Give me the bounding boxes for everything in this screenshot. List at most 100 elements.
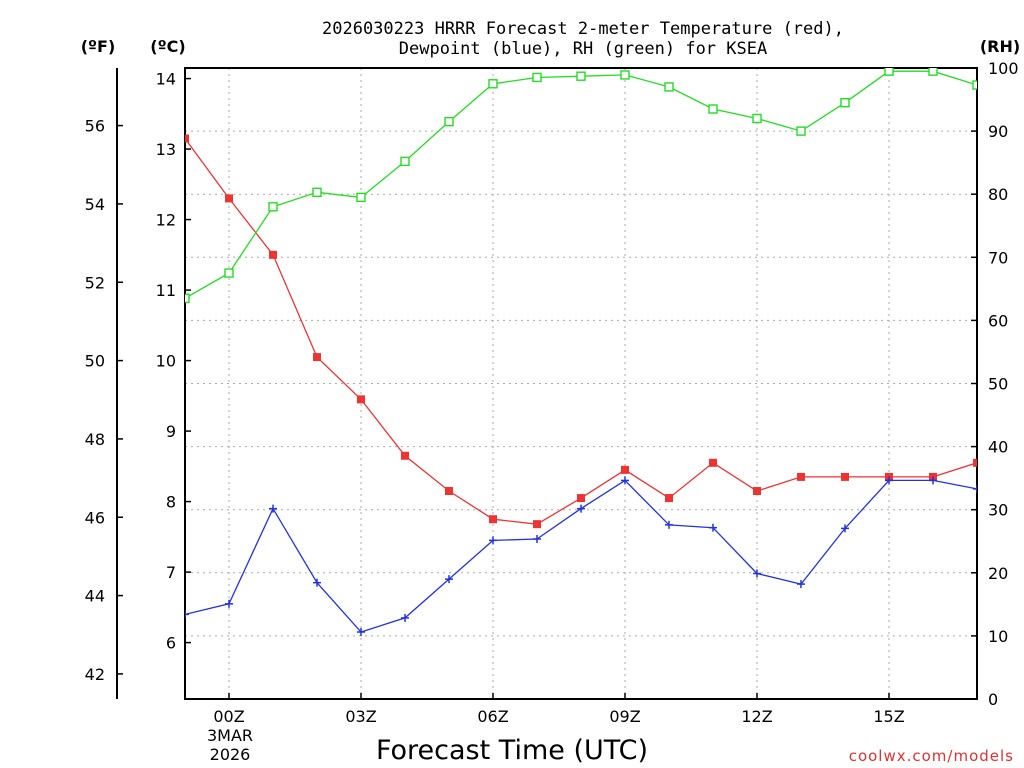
axis-ticks: 00Z 03Z 06Z 09Z 12Z 15Z 0 10 20 30 40 50 60 70 80 90 100… — [85, 59, 1019, 726]
rh-point — [620, 70, 630, 80]
dewpoint-point — [753, 569, 761, 578]
rh-line — [185, 70, 977, 299]
temperature-point — [269, 250, 277, 259]
rh-point — [708, 104, 718, 114]
dewpoint-point — [797, 580, 805, 589]
temperature-point — [357, 395, 365, 404]
fahrenheit-unit-label: (ºF) — [81, 37, 116, 56]
date-label-line-1: 3MAR — [207, 726, 253, 745]
rh-tick-label: 50 — [988, 375, 1008, 394]
rh-point — [928, 68, 938, 76]
x-tick-label: 03Z — [345, 707, 376, 726]
rh-point — [356, 192, 366, 203]
dewpoint-point — [445, 575, 453, 584]
temperature-point — [313, 353, 321, 362]
temperature-point — [753, 487, 761, 496]
temperature-point — [621, 465, 629, 474]
celsius-tick-label: 10 — [156, 352, 176, 371]
rh-point — [752, 113, 762, 124]
series — [185, 68, 977, 637]
dewpoint-point — [577, 504, 585, 513]
rh-point — [444, 116, 454, 127]
fahrenheit-tick-label: 56 — [85, 117, 105, 136]
rh-point — [576, 71, 586, 81]
x-tick-label: 00Z — [213, 707, 244, 726]
dewpoint-point — [841, 524, 849, 533]
chart-title-line-1: 2026030223 HRRR Forecast 2-meter Tempera… — [322, 19, 844, 39]
dewpoint-point — [885, 476, 893, 485]
rh-tick-label: 70 — [988, 248, 1008, 267]
temperature-point — [709, 458, 717, 467]
rh-point — [312, 187, 322, 198]
rh-tick-label: 80 — [988, 185, 1008, 204]
x-tick-label: 15Z — [873, 707, 904, 726]
dewpoint-point — [665, 520, 673, 529]
dewpoint-point — [401, 613, 409, 622]
dewpoint-point — [185, 610, 189, 619]
celsius-tick-label: 13 — [156, 140, 176, 159]
rh-tick-label: 20 — [988, 564, 1008, 583]
x-tick-label: 06Z — [477, 707, 508, 726]
rh-point — [268, 202, 278, 212]
dewpoint-point — [313, 578, 321, 587]
dewpoint-point — [709, 523, 717, 532]
fahrenheit-tick-label: 44 — [85, 587, 105, 606]
x-axis-label: Forecast Time (UTC) — [376, 735, 648, 766]
temperature-point — [445, 487, 453, 496]
rh-point — [488, 79, 498, 89]
rh-tick-label: 60 — [988, 311, 1008, 330]
rh-point — [972, 80, 977, 90]
celsius-tick-label: 14 — [156, 70, 176, 89]
temperature-point — [225, 194, 233, 203]
rh-point — [884, 68, 894, 76]
watermark: coolwx.com/models — [849, 747, 1014, 765]
dewpoint-point — [357, 628, 365, 637]
rh-tick-label: 0 — [988, 690, 998, 709]
fahrenheit-tick-label: 50 — [85, 352, 105, 371]
temperature-point — [185, 134, 189, 143]
rh-tick-label: 100 — [988, 59, 1019, 78]
temperature-point — [973, 458, 977, 467]
rh-point — [796, 126, 806, 136]
temperature-point — [401, 451, 409, 460]
temperature-point — [665, 494, 673, 503]
rh-tick-label: 10 — [988, 627, 1008, 646]
fahrenheit-tick-label: 46 — [85, 508, 105, 527]
rh-point — [224, 268, 234, 278]
gridlines — [185, 68, 977, 699]
x-tick-label: 12Z — [741, 707, 772, 726]
celsius-tick-label: 12 — [156, 211, 176, 230]
celsius-tick-label: 11 — [156, 281, 176, 300]
rh-tick-label: 40 — [988, 438, 1008, 457]
celsius-unit-label: (ºC) — [150, 37, 185, 56]
celsius-tick-label: 8 — [166, 493, 176, 512]
fahrenheit-tick-label: 52 — [85, 273, 105, 292]
fahrenheit-tick-label: 42 — [85, 665, 105, 684]
dewpoint-line — [185, 479, 977, 633]
dewpoint-point — [929, 476, 937, 485]
date-label-line-2: 2026 — [210, 745, 251, 764]
rh-unit-label: (RH) — [980, 37, 1020, 56]
fahrenheit-tick-label: 54 — [85, 195, 105, 214]
temperature-point — [533, 520, 541, 529]
chart-title-line-2: Dewpoint (blue), RH (green) for KSEA — [399, 39, 767, 59]
temperature-point — [841, 472, 849, 481]
rh-point — [664, 82, 674, 92]
celsius-tick-label: 9 — [166, 422, 176, 441]
temperature-point — [577, 494, 585, 503]
rh-point — [840, 98, 850, 108]
dewpoint-point — [225, 599, 233, 608]
celsius-tick-label: 7 — [166, 563, 176, 582]
temperature-point — [489, 515, 497, 524]
rh-tick-label: 30 — [988, 501, 1008, 520]
rh-point — [532, 72, 542, 83]
rh-tick-label: 90 — [988, 122, 1008, 141]
x-tick-label: 09Z — [609, 707, 640, 726]
dewpoint-point — [269, 504, 277, 513]
temperature-point — [797, 472, 805, 481]
dewpoint-point — [621, 476, 629, 485]
dewpoint-point — [489, 536, 497, 545]
rh-point — [400, 156, 410, 167]
rh-point — [185, 293, 190, 304]
